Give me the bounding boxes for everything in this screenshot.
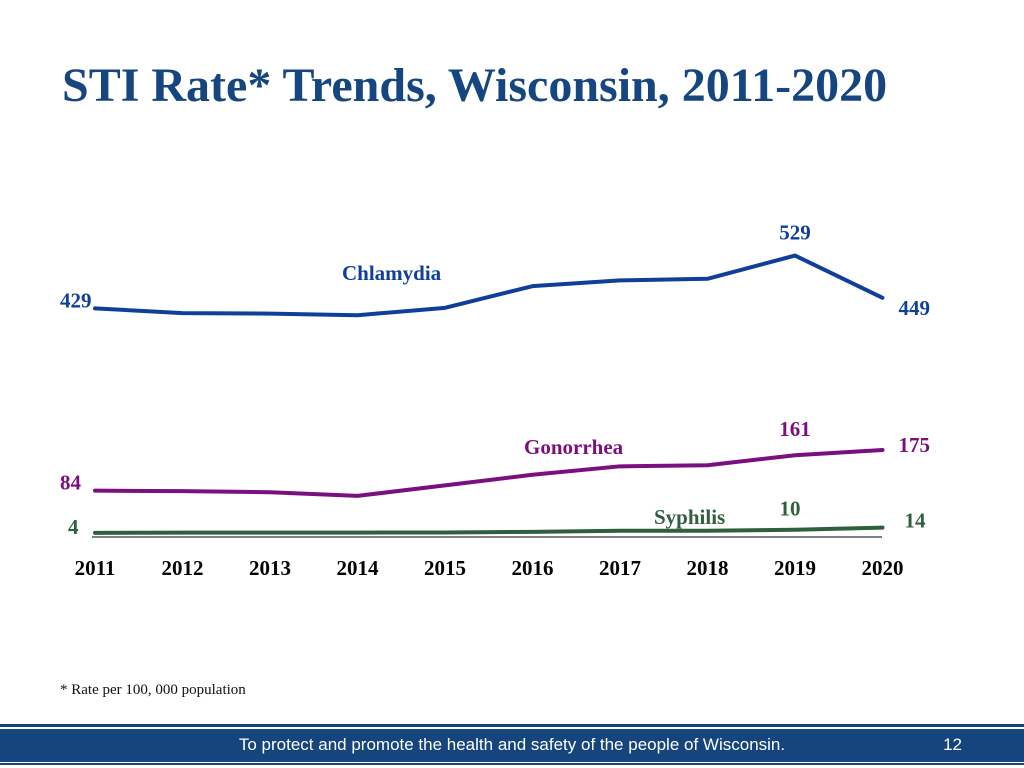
x-tick-label-2018: 2018 bbox=[687, 556, 729, 580]
chlamydia-data-label-2011: 429 bbox=[60, 288, 92, 312]
gonorrhea-data-label-2011: 84 bbox=[60, 471, 82, 495]
x-tick-label-2012: 2012 bbox=[162, 556, 204, 580]
line-chart: 2011 2012 2013 2014 2015 2016 2017 2018 2019 2020… bbox=[60, 221, 930, 580]
series-layer bbox=[93, 253, 885, 535]
footnote: * Rate per 100, 000 population bbox=[60, 682, 246, 698]
x-tick-labels: 2011 2012 2013 2014 2015 2016 2017 2018 2019 2020 bbox=[75, 556, 904, 580]
x-tick-label-2016: 2016 bbox=[512, 556, 554, 580]
x-tick-label-2017: 2017 bbox=[599, 556, 641, 580]
syphilis-data-label-2019: 10 bbox=[780, 497, 801, 521]
gonorrhea-data-label-2019: 161 bbox=[779, 417, 811, 441]
chlamydia-series-label: Chlamydia bbox=[342, 261, 442, 285]
page-number: 12 bbox=[943, 735, 962, 754]
chlamydia-data-label-2019: 529 bbox=[779, 221, 811, 245]
footer-bar: To protect and promote the health and sa… bbox=[0, 729, 1024, 762]
chlamydia-line bbox=[93, 253, 885, 318]
x-tick-label-2014: 2014 bbox=[337, 556, 380, 580]
x-tick-label-2015: 2015 bbox=[424, 556, 466, 580]
x-tick-label-2013: 2013 bbox=[249, 556, 291, 580]
chlamydia-data-label-2020: 449 bbox=[899, 296, 931, 320]
footer-text: To protect and promote the health and sa… bbox=[238, 735, 786, 754]
x-tick-label-2019: 2019 bbox=[774, 556, 816, 580]
syphilis-line bbox=[93, 525, 885, 535]
gonorrhea-line bbox=[93, 447, 885, 498]
x-tick-label-2011: 2011 bbox=[75, 556, 116, 580]
syphilis-data-label-2020: 14 bbox=[905, 509, 927, 533]
footer-top-line bbox=[0, 724, 1024, 727]
gonorrhea-series-label: Gonorrhea bbox=[524, 435, 624, 459]
x-tick-label-2020: 2020 bbox=[862, 556, 904, 580]
syphilis-data-label-2011: 4 bbox=[68, 515, 79, 539]
data-labels: Chlamydia 429 529 449 Gonorrhea 84 161 175 Syphi… bbox=[60, 221, 930, 539]
syphilis-series-label: Syphilis bbox=[654, 505, 725, 529]
slide-title: STI Rate* Trends, Wisconsin, 2011-2020 bbox=[62, 59, 888, 112]
footer-bottom-line bbox=[0, 763, 1024, 765]
gonorrhea-data-label-2020: 175 bbox=[899, 433, 931, 457]
